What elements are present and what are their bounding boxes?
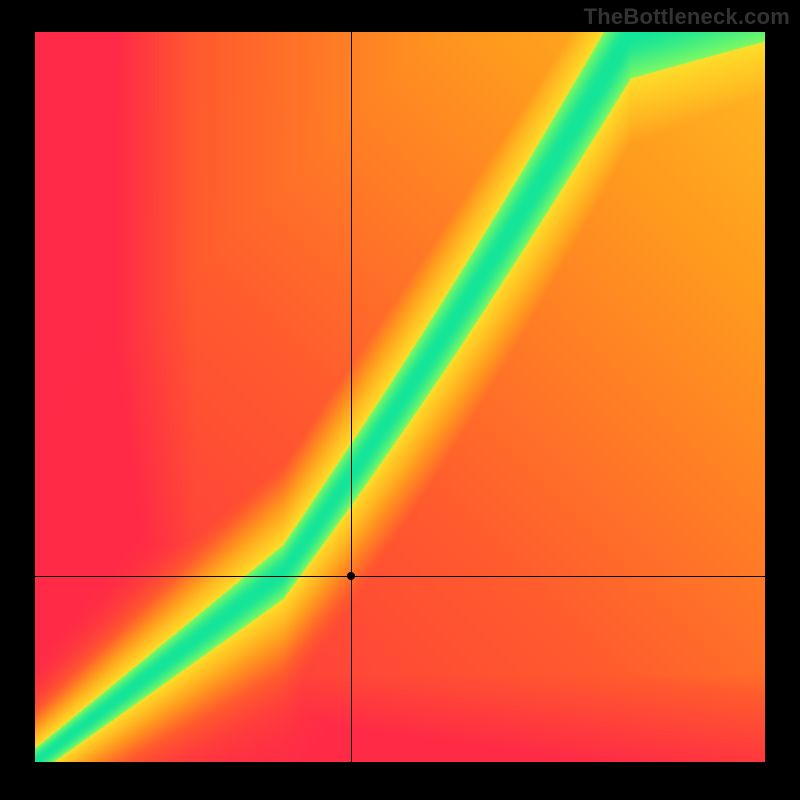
- crosshair-horizontal: [35, 576, 765, 577]
- chart-container: TheBottleneck.com: [0, 0, 800, 800]
- crosshair-marker: [347, 572, 355, 580]
- watermark-text: TheBottleneck.com: [584, 4, 790, 30]
- plot-area: [35, 32, 765, 762]
- heatmap-canvas: [35, 32, 765, 762]
- crosshair-vertical: [351, 32, 352, 762]
